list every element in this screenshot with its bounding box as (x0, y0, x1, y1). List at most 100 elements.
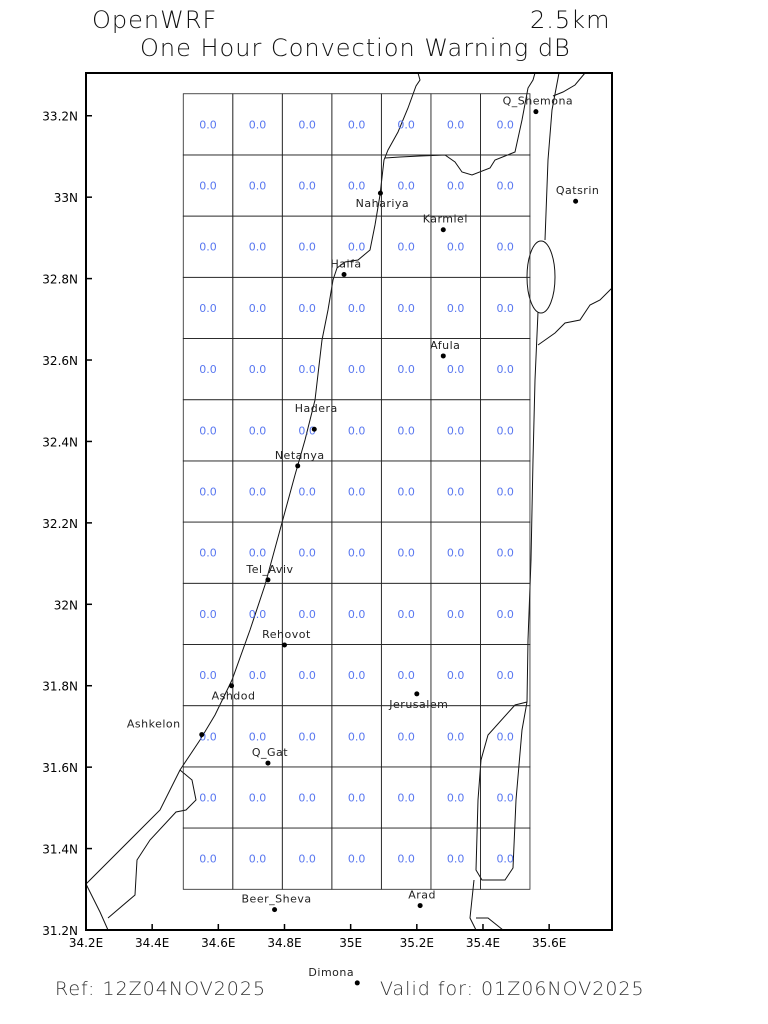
city-dot (440, 227, 446, 233)
resolution-label: 2.5km (530, 6, 611, 34)
cell-value: 0.0 (397, 669, 415, 682)
city-dot (272, 907, 278, 913)
cell-value: 0.0 (249, 302, 267, 315)
cell-value: 0.0 (397, 363, 415, 376)
y-tick-label: 31.2N (42, 924, 78, 938)
jordan-valley (526, 311, 539, 703)
cell-value: 0.0 (496, 180, 514, 193)
cell-value: 0.0 (348, 241, 366, 254)
city-dot (533, 109, 539, 115)
cell-value: 0.0 (298, 118, 316, 131)
cell-value: 0.0 (199, 180, 217, 193)
cell-value: 0.0 (447, 853, 465, 866)
y-tick-label: 32.2N (42, 517, 78, 531)
cell-value: 0.0 (348, 302, 366, 315)
city-label: Netanya (275, 449, 325, 462)
cell-value: 0.0 (496, 853, 514, 866)
valid-time: Valid for: 01Z06NOV2025 (380, 978, 645, 1000)
x-tick-label: 35.6E (532, 936, 566, 950)
city-dot (199, 732, 205, 738)
city-dot (311, 426, 317, 432)
x-tick-label: 35E (339, 936, 362, 950)
cell-value: 0.0 (397, 118, 415, 131)
cell-value: 0.0 (298, 241, 316, 254)
city-label: Q_Shemona (503, 95, 574, 108)
cell-value: 0.0 (249, 363, 267, 376)
y-tick-label: 32.8N (42, 273, 78, 287)
cell-value: 0.0 (249, 424, 267, 437)
city-label: Qatsrin (556, 184, 600, 197)
cell-value: 0.0 (348, 486, 366, 499)
cell-value: 0.0 (249, 180, 267, 193)
city-label: Haifa (330, 258, 361, 271)
sea-of-galilee (526, 240, 556, 314)
coastlines-borders (85, 72, 613, 931)
cell-value: 0.0 (348, 547, 366, 560)
x-tick-label: 35.2E (400, 936, 434, 950)
city-dot (573, 198, 579, 204)
city-dot (417, 903, 423, 909)
city-label: Hadera (295, 402, 338, 415)
cell-value: 0.0 (496, 730, 514, 743)
cell-value: 0.0 (447, 547, 465, 560)
cell-value: 0.0 (298, 730, 316, 743)
city-dot (229, 683, 235, 689)
jordan-river (544, 72, 560, 241)
cell-value: 0.0 (348, 730, 366, 743)
cell-value: 0.0 (397, 853, 415, 866)
sinai-border (85, 883, 109, 931)
cell-value: 0.0 (496, 608, 514, 621)
cell-value: 0.0 (397, 302, 415, 315)
city-label: Tel_Aviv (245, 563, 293, 576)
cell-value: 0.0 (496, 669, 514, 682)
y-tick-label: 32.6N (42, 354, 78, 368)
cell-value: 0.0 (199, 241, 217, 254)
y-tick-label: 33.2N (42, 110, 78, 124)
dead-sea (475, 701, 528, 881)
cell-value: 0.0 (199, 302, 217, 315)
cell-value: 0.0 (249, 730, 267, 743)
cell-value: 0.0 (249, 241, 267, 254)
cell-value: 0.0 (298, 486, 316, 499)
cell-value: 0.0 (249, 118, 267, 131)
city-label: Arad (408, 889, 436, 902)
lebanon-border (384, 72, 536, 176)
city-dot (414, 691, 420, 697)
cell-value: 0.0 (397, 486, 415, 499)
cell-value: 0.0 (447, 791, 465, 804)
x-tick-label: 34.6E (201, 936, 235, 950)
cell-value: 0.0 (496, 486, 514, 499)
cell-value: 0.0 (447, 302, 465, 315)
cell-value: 0.0 (298, 853, 316, 866)
city-dot (440, 353, 446, 359)
y-tick-label: 32.4N (42, 435, 78, 449)
cell-value: 0.0 (199, 608, 217, 621)
warning-grid: 0.0 0.0 0.0 0.0 0.0 0.0 0.0 0.0 0.0 0.0 0.0 0.0 0.0 0… (182, 93, 531, 890)
city-label: Beer_Sheva (242, 893, 312, 906)
cell-value: 0.0 (348, 180, 366, 193)
y-tick-label: 32N (54, 598, 78, 612)
axes: 34.2E 34.4E 34.6E 34.8E 35E 35.2E 35.4E 35.6E 31… (42, 110, 566, 950)
cell-value: 0.0 (496, 547, 514, 560)
y-tick-label: 31.8N (42, 680, 78, 694)
cell-value: 0.0 (249, 547, 267, 560)
x-tick-label: 34.4E (135, 936, 169, 950)
grid-cell (480, 827, 531, 890)
cell-value: 0.0 (447, 608, 465, 621)
x-tick-label: 34.8E (267, 936, 301, 950)
cell-value: 0.0 (348, 608, 366, 621)
cell-value: 0.0 (447, 486, 465, 499)
north-border (552, 72, 586, 97)
city-dot (295, 463, 301, 469)
city-dot (354, 980, 360, 986)
cell-value: 0.0 (199, 853, 217, 866)
cell-value: 0.0 (348, 791, 366, 804)
cell-value: 0.0 (447, 424, 465, 437)
cell-value: 0.0 (298, 791, 316, 804)
cell-value: 0.0 (249, 669, 267, 682)
cell-value: 0.0 (496, 791, 514, 804)
cell-value: 0.0 (447, 363, 465, 376)
cell-value: 0.0 (397, 547, 415, 560)
y-tick-label: 33N (54, 191, 78, 205)
x-tick-label: 35.4E (466, 936, 500, 950)
